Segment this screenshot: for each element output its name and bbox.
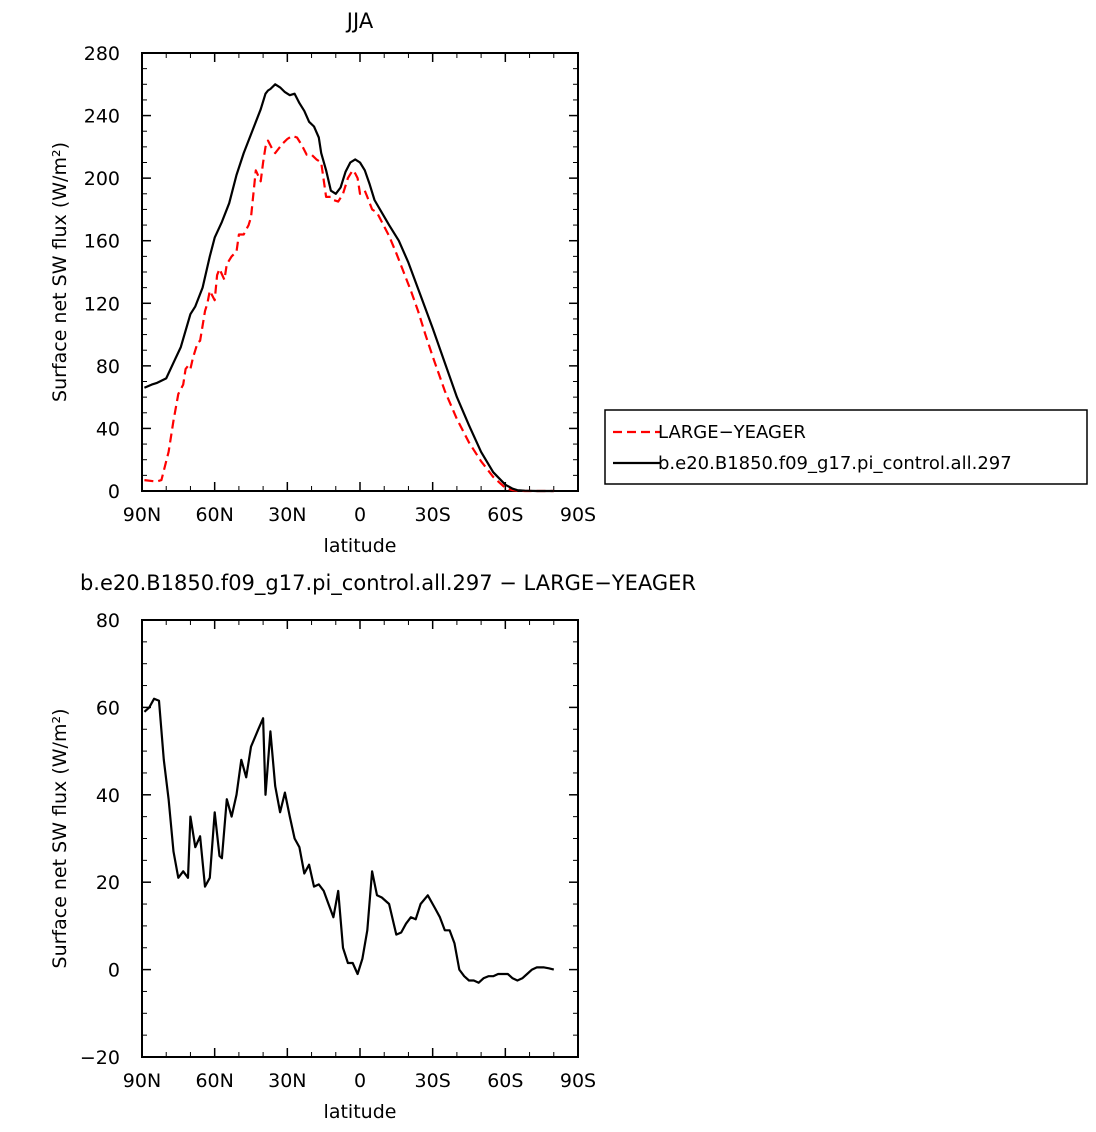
x-tick-label: 60S [487,1070,523,1092]
series-line-1 [143,697,555,984]
y-tick-label: 200 [84,168,120,190]
y-tick-label: 60 [96,697,120,719]
legend-label-1: LARGE−YEAGER [658,422,806,443]
legend-box [604,409,1088,485]
x-tick-label: 30N [268,504,306,526]
y-tick-label: 80 [96,356,120,378]
x-tick-label: 0 [354,504,366,526]
y-tick-label: 280 [84,43,120,65]
x-tick-label: 30S [415,504,451,526]
x-tick-label: 90S [560,504,596,526]
series-line-2 [143,83,554,493]
x-tick-label: 0 [354,1070,366,1092]
y-axis-label: Surface net SW flux (W/m²) [49,709,71,969]
y-tick-label: 120 [84,293,120,315]
y-tick-label: 40 [96,785,120,807]
plot-frame [141,619,579,1058]
x-tick-label: 60S [487,504,523,526]
x-tick-label: 60N [195,1070,233,1092]
series-line-1 [144,134,554,493]
x-axis-label: latitude [324,1101,397,1123]
plot-frame [141,52,579,492]
chart-title: JJA [345,9,374,33]
x-tick-label: 90N [123,504,161,526]
x-tick-label: 30S [415,1070,451,1092]
chart-title: b.e20.B1850.f09_g17.pi_control.all.297 −… [80,571,696,596]
chart-panel-2: b.e20.B1850.f09_g17.pi_control.all.297 −… [49,571,696,1123]
y-tick-label: 0 [108,960,120,982]
y-tick-label: 40 [96,418,120,440]
x-axis-label: latitude [324,535,397,557]
x-tick-label: 90N [123,1070,161,1092]
x-tick-label: 30N [268,1070,306,1092]
chart-panel-1: JJA 90N 60N 30N 0 30S 60S 90S 0 40 80 120 160 200 240 2… [49,9,1088,557]
y-tick-label: 240 [84,106,120,128]
legend: LARGE−YEAGER b.e20.B1850.f09_g17.pi_contr… [604,409,1088,485]
y-tick-label: −20 [80,1047,120,1069]
x-tick-label: 90S [560,1070,596,1092]
y-tick-label: 0 [108,481,120,503]
legend-label-2: b.e20.B1850.f09_g17.pi_control.all.297 [658,453,1012,474]
y-tick-label: 160 [84,231,120,253]
y-tick-label: 20 [96,872,120,894]
y-tick-label: 80 [96,610,120,632]
y-axis-label: Surface net SW flux (W/m²) [49,142,71,402]
x-tick-label: 60N [195,504,233,526]
